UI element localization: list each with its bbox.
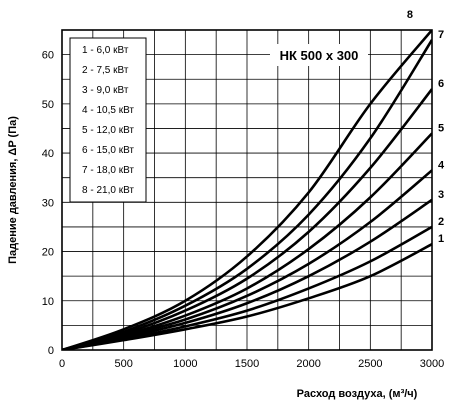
x-axis-title: Расход воздуха, (м³/ч) <box>297 388 418 400</box>
x-tick-label: 1500 <box>235 358 259 370</box>
legend-entry: 6 - 15,0 кВт <box>82 145 134 156</box>
series-line-8 <box>62 30 432 350</box>
x-tick-label: 0 <box>59 358 65 370</box>
legend: 1 - 6,0 кВт 2 - 7,5 кВт 3 - 9,0 кВт 4 - 10,… <box>69 37 147 203</box>
y-tick-label: 20 <box>42 247 54 259</box>
chart-title-box: НК 500 x 300 <box>270 44 368 66</box>
legend-entry: 7 - 18,0 кВт <box>82 165 134 176</box>
curve-label-6: 6 <box>438 78 444 90</box>
legend-entry: 4 - 10,5 кВт <box>82 105 134 116</box>
series-line-6 <box>62 88 432 350</box>
plot-frame <box>61 29 433 351</box>
y-axis-title: Падение давления, ΔP (Па) <box>7 116 19 264</box>
y-axis-ticks: 0 10 20 30 40 50 60 <box>42 50 54 357</box>
curves <box>62 30 432 350</box>
curve-label-1: 1 <box>438 233 444 245</box>
legend-entry: 3 - 9,0 кВт <box>82 85 129 96</box>
y-tick-label: 40 <box>42 148 54 160</box>
x-tick-label: 2500 <box>358 358 382 370</box>
y-tick-label: 50 <box>42 99 54 111</box>
x-tick-label: 1000 <box>173 358 197 370</box>
series-line-2 <box>62 225 432 350</box>
x-tick-label: 500 <box>114 358 132 370</box>
legend-entry: 2 - 7,5 кВт <box>82 65 129 76</box>
curve-label-8: 8 <box>407 9 413 21</box>
legend-entry: 8 - 21,0 кВт <box>82 185 134 196</box>
x-axis-ticks: 0 500 1000 1500 2000 2500 3000 <box>59 358 444 370</box>
x-tick-label: 2000 <box>296 358 320 370</box>
curve-label-3: 3 <box>438 189 444 201</box>
curve-label-2: 2 <box>438 216 444 228</box>
y-tick-label: 0 <box>48 345 54 357</box>
curve-labels: 1 2 3 4 5 6 7 8 <box>407 9 445 245</box>
series-line-5 <box>62 132 432 350</box>
series-line-3 <box>62 198 432 350</box>
y-tick-label: 10 <box>42 296 54 308</box>
series-line-7 <box>62 39 432 350</box>
y-tick-label: 60 <box>42 50 54 62</box>
curve-label-5: 5 <box>438 122 444 134</box>
x-tick-label: 3000 <box>420 358 444 370</box>
legend-entry: 5 - 12,0 кВт <box>82 125 134 136</box>
y-tick-label: 30 <box>42 197 54 209</box>
curve-label-7: 7 <box>438 29 444 41</box>
curve-label-4: 4 <box>438 159 445 171</box>
legend-entry: 1 - 6,0 кВт <box>82 45 129 56</box>
chart-title: НК 500 x 300 <box>280 48 359 63</box>
